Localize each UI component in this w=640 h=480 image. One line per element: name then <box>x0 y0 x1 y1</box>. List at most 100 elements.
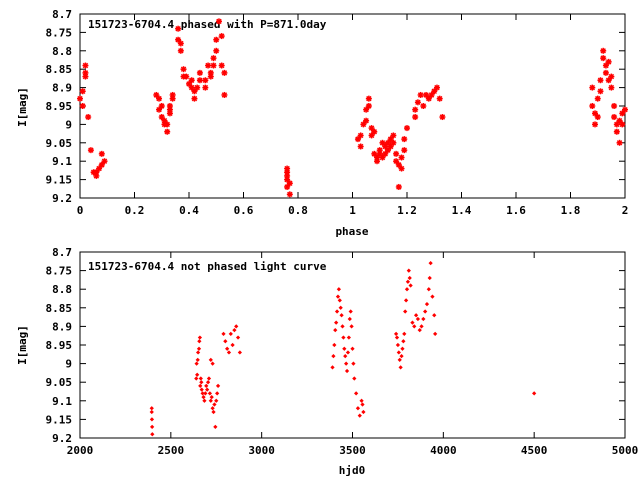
data-point <box>589 84 596 91</box>
data-point <box>417 327 422 333</box>
data-point <box>149 409 154 415</box>
data-point <box>589 103 596 109</box>
y-tick-label: 9.05 <box>46 376 73 389</box>
data-point <box>433 84 440 91</box>
data-point <box>371 128 378 135</box>
data-point <box>414 99 421 106</box>
y-tick-label: 8.95 <box>46 339 73 352</box>
data-point <box>196 77 203 84</box>
data-point <box>339 313 344 318</box>
y-tick-label: 8.75 <box>46 265 73 278</box>
data-point <box>221 331 226 336</box>
data-point <box>357 143 364 150</box>
data-point <box>207 69 214 76</box>
data-point <box>183 73 190 80</box>
data-point <box>210 62 217 69</box>
data-point <box>424 301 430 307</box>
y-tick-label: 8.7 <box>52 8 72 21</box>
data-point <box>213 36 220 43</box>
data-point <box>164 128 171 135</box>
data-point <box>331 354 336 359</box>
data-point <box>400 346 405 351</box>
data-point <box>213 424 218 429</box>
data-point <box>218 62 225 69</box>
data-point <box>337 298 342 303</box>
data-point <box>399 354 404 359</box>
data-point <box>197 339 202 344</box>
x-tick-label: 5000 <box>612 444 639 457</box>
data-point <box>223 339 228 344</box>
data-point <box>616 117 623 124</box>
phased-light-curve-panel: 151723-6704.4 phased with P=871.0day pha… <box>16 8 628 238</box>
data-point <box>221 69 228 76</box>
data-point <box>401 147 408 154</box>
x-tick-label: 0.4 <box>179 204 199 217</box>
data-point <box>426 287 431 292</box>
y-axis-label: I[mag] <box>16 325 29 365</box>
data-point <box>352 376 357 381</box>
axis-ticks: 2000 2500 3000 3500 4000 4500 5000 8.7 8.75 8.8 8.… <box>46 246 639 457</box>
data-point <box>402 331 407 336</box>
data-point <box>605 58 612 65</box>
data-point <box>234 324 239 329</box>
data-point <box>156 95 163 102</box>
x-tick-label: 0.8 <box>288 204 308 217</box>
data-point <box>350 346 355 351</box>
chart-title: 151723-6704.4 not phased light curve <box>88 260 327 273</box>
data-point <box>394 335 400 340</box>
data-point <box>334 309 340 314</box>
data-point <box>594 95 601 102</box>
data-point <box>355 406 361 411</box>
data-point <box>403 309 408 314</box>
data-point <box>406 268 411 273</box>
data-point <box>196 69 203 76</box>
data-point <box>365 95 372 102</box>
data-point <box>79 103 86 109</box>
data-point <box>597 88 604 95</box>
data-point <box>403 298 409 303</box>
data-point <box>210 406 215 411</box>
data-point <box>361 409 366 415</box>
data-point <box>374 158 381 165</box>
data-point <box>191 95 198 102</box>
data-point <box>82 69 89 76</box>
data-point <box>208 398 213 403</box>
data-point <box>354 391 359 396</box>
data-point <box>207 391 213 396</box>
data-point <box>417 91 424 98</box>
data-point <box>430 294 435 299</box>
data-point <box>208 357 213 363</box>
data-point <box>188 77 195 84</box>
y-tick-label: 8.8 <box>52 45 72 58</box>
data-point <box>390 132 397 139</box>
data-point <box>228 331 233 336</box>
data-point <box>359 398 364 403</box>
data-point <box>177 40 184 47</box>
data-point <box>213 47 220 54</box>
data-point <box>439 114 446 121</box>
data-point <box>211 409 216 415</box>
x-tick-label: 3500 <box>339 444 366 457</box>
data-point <box>419 324 424 329</box>
data-point <box>360 121 367 128</box>
data-point <box>398 165 405 172</box>
x-tick-label: 3000 <box>248 444 275 457</box>
data-point <box>180 66 187 73</box>
y-tick-label: 9 <box>65 358 72 371</box>
data-point <box>79 88 86 95</box>
data-point <box>235 335 241 340</box>
data-point <box>82 62 89 69</box>
data-point <box>218 33 225 40</box>
data-point <box>195 357 200 363</box>
data-point <box>404 287 410 292</box>
data-point <box>164 121 171 128</box>
y-axis-label: I[mag] <box>16 87 29 127</box>
data-point <box>412 106 419 113</box>
data-point <box>412 324 417 329</box>
data-point <box>338 305 343 310</box>
data-point <box>336 287 341 292</box>
y-tick-label: 9.2 <box>52 432 72 445</box>
data-point <box>230 342 235 348</box>
data-point <box>215 18 222 25</box>
data-point <box>423 309 428 314</box>
